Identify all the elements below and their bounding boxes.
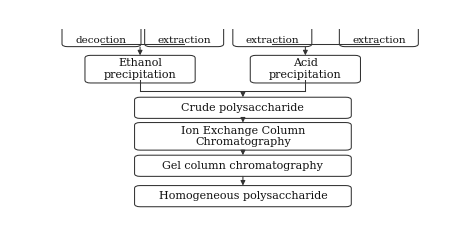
FancyBboxPatch shape (62, 26, 141, 47)
Text: decoction: decoction (76, 36, 127, 45)
Text: Ethanol
precipitation: Ethanol precipitation (104, 58, 176, 80)
FancyBboxPatch shape (135, 123, 351, 150)
FancyBboxPatch shape (250, 55, 360, 83)
Text: Homogeneous polysaccharide: Homogeneous polysaccharide (158, 191, 328, 201)
FancyBboxPatch shape (339, 26, 419, 47)
FancyBboxPatch shape (135, 185, 351, 207)
Text: Ion Exchange Column
Chromatography: Ion Exchange Column Chromatography (181, 125, 305, 147)
FancyBboxPatch shape (85, 55, 195, 83)
FancyBboxPatch shape (135, 155, 351, 176)
FancyBboxPatch shape (135, 97, 351, 118)
Text: Crude polysaccharide: Crude polysaccharide (182, 103, 304, 113)
Text: Acid
precipitation: Acid precipitation (269, 58, 342, 80)
Text: extraction: extraction (352, 36, 406, 45)
FancyBboxPatch shape (233, 26, 312, 47)
Text: extraction: extraction (246, 36, 299, 45)
Text: Gel column chromatography: Gel column chromatography (163, 161, 323, 171)
FancyBboxPatch shape (145, 26, 224, 47)
Text: extraction: extraction (157, 36, 211, 45)
